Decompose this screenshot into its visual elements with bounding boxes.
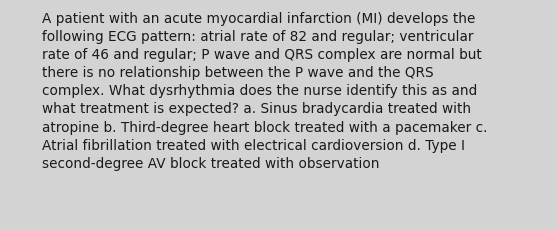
Text: A patient with an acute myocardial infarction (MI) develops the
following ECG pa: A patient with an acute myocardial infar… [42, 11, 487, 170]
